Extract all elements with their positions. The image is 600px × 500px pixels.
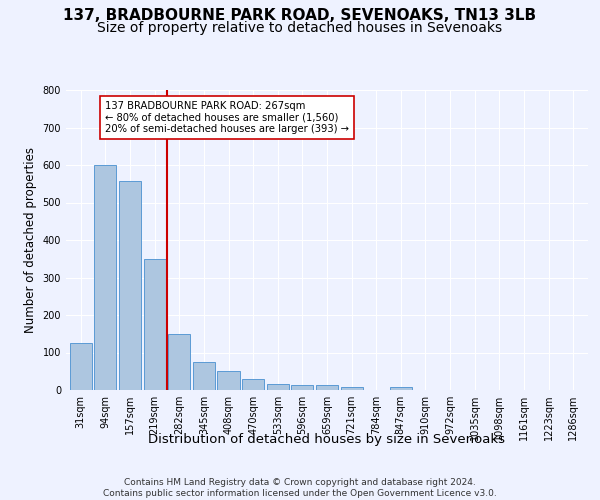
Text: 137 BRADBOURNE PARK ROAD: 267sqm
← 80% of detached houses are smaller (1,560)
20: 137 BRADBOURNE PARK ROAD: 267sqm ← 80% o… [106, 101, 349, 134]
Y-axis label: Number of detached properties: Number of detached properties [24, 147, 37, 333]
Bar [266, 384, 289, 390]
Text: Contains HM Land Registry data © Crown copyright and database right 2024.
Contai: Contains HM Land Registry data © Crown c… [103, 478, 497, 498]
Bar [119, 181, 141, 390]
Text: Distribution of detached houses by size in Sevenoaks: Distribution of detached houses by size … [149, 432, 505, 446]
Bar [70, 343, 92, 390]
Bar [143, 259, 166, 390]
Bar [291, 385, 313, 390]
Text: 137, BRADBOURNE PARK ROAD, SEVENOAKS, TN13 3LB: 137, BRADBOURNE PARK ROAD, SEVENOAKS, TN… [64, 8, 536, 22]
Bar [242, 379, 264, 390]
Bar [168, 334, 190, 390]
Bar [193, 362, 215, 390]
Bar [217, 370, 239, 390]
Text: Size of property relative to detached houses in Sevenoaks: Size of property relative to detached ho… [97, 21, 503, 35]
Bar [316, 385, 338, 390]
Bar [94, 165, 116, 390]
Bar [341, 388, 363, 390]
Bar [390, 387, 412, 390]
